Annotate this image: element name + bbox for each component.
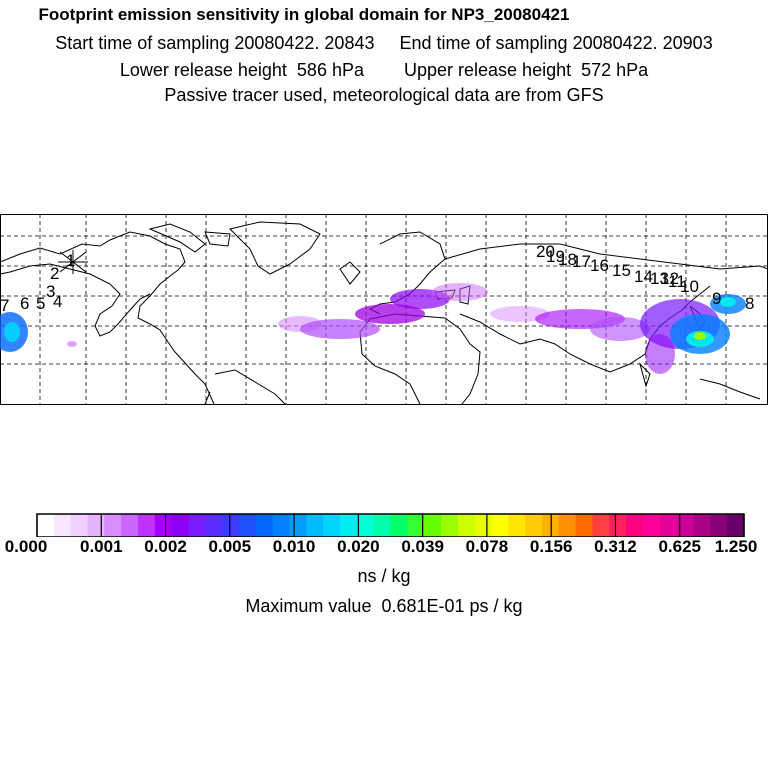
colorbar-tick: 0.002 (144, 537, 187, 556)
trajectory-label: 17 (572, 252, 591, 271)
colorbar-unit: ns / kg (357, 566, 411, 586)
colorbar-swatch (508, 514, 526, 537)
trajectory-label: 1 (66, 251, 75, 270)
trajectory-label: 15 (612, 261, 631, 280)
trajectory-label: 18 (558, 250, 577, 269)
colorbar-swatch (457, 514, 476, 537)
colorbar-tick: 0.020 (337, 537, 380, 556)
trajectory-label: 13 (650, 269, 669, 288)
trajectory-label: 16 (590, 256, 609, 275)
colorbar-swatch (407, 514, 425, 537)
colorbar-swatch (390, 514, 408, 537)
release-height-line: Lower release height 586 hPa Upper relea… (119, 60, 649, 80)
colorbar-swatch (693, 514, 711, 537)
colorbar-swatch (592, 514, 610, 537)
colorbar-swatch (491, 514, 509, 537)
colorbar-swatch (441, 514, 459, 537)
colorbar-swatch (272, 514, 290, 537)
colorbar-swatch (37, 514, 55, 537)
colorbar-swatch (239, 514, 257, 537)
colorbar-tick: 1.250 (714, 537, 758, 556)
colorbar-swatch (53, 514, 72, 537)
trajectory-label: 6 (20, 294, 29, 313)
colorbar-swatch (138, 514, 156, 537)
trajectory-label: 8 (745, 294, 754, 313)
colorbar-swatch (188, 514, 206, 537)
colorbar-swatch (356, 514, 375, 537)
trajectory-label: 3 (46, 282, 55, 301)
colorbar-swatch (222, 514, 240, 537)
colorbar-tick: 0.078 (465, 537, 509, 556)
trajectory-label: 12 (660, 269, 679, 288)
trajectory-label: 9 (712, 289, 721, 308)
colorbar-tick: 0.010 (272, 537, 316, 556)
colorbar-swatch (306, 514, 324, 537)
colorbar-swatch (87, 514, 105, 537)
release-marker-icon (58, 250, 88, 274)
colorbar-swatch (676, 514, 694, 537)
plume-blob (355, 304, 425, 324)
trajectory-label: 11 (668, 272, 686, 291)
colorbar-swatch (659, 514, 678, 537)
colorbar-swatch (121, 514, 139, 537)
plume-blob (300, 319, 380, 339)
colorbar-swatch (424, 514, 442, 537)
trajectory-label: 2 (50, 264, 59, 283)
colorbar-swatch (70, 514, 88, 537)
colorbar-tick: 0.625 (658, 537, 701, 556)
tracer-info-line: Passive tracer used, meteorological data… (164, 85, 604, 105)
colorbar-swatch (255, 514, 274, 537)
trajectory-label: 20 (536, 242, 555, 261)
trajectory-label: 14 (634, 267, 653, 286)
plume-blob (4, 322, 20, 342)
trajectory-label: 19 (546, 247, 565, 266)
figure-title: Footprint emission sensitivity in global… (38, 5, 570, 24)
trajectory-label: 10 (680, 277, 699, 296)
colorbar-swatch (575, 514, 593, 537)
colorbar-swatch (609, 514, 627, 537)
colorbar-swatch (525, 514, 543, 537)
lat-lon-grid (0, 214, 768, 405)
trajectory-label: 4 (53, 292, 62, 311)
plume-blob (694, 332, 706, 340)
colorbar-swatch (289, 514, 307, 537)
sampling-time-line: Start time of sampling 20080422. 20843 E… (55, 33, 713, 53)
colorbar-swatch (205, 514, 223, 537)
colorbar-tick: 0.312 (594, 537, 637, 556)
colorbar-tick: 0.156 (529, 537, 573, 556)
colorbar (36, 513, 745, 537)
colorbar-swatch (710, 514, 728, 537)
plume-blob (720, 297, 736, 307)
maximum-value: Maximum value 0.681E-01 ps / kg (245, 596, 523, 616)
trajectory-label: 7 (0, 296, 9, 315)
colorbar-swatch (727, 514, 745, 537)
plume-blob (490, 306, 550, 322)
colorbar-swatch (171, 514, 189, 537)
plume-blob (645, 334, 675, 374)
emission-plume (0, 283, 746, 374)
colorbar-swatch (154, 514, 173, 537)
colorbar-swatch (474, 514, 492, 537)
colorbar-swatch (643, 514, 661, 537)
colorbar-swatch (104, 514, 122, 537)
plume-blob (67, 341, 77, 347)
plume-blob (432, 283, 488, 301)
plume-blob (590, 317, 650, 341)
colorbar-swatch (323, 514, 341, 537)
colorbar-tick: 0.000 (4, 537, 48, 556)
colorbar-swatch (373, 514, 391, 537)
colorbar-tick: 0.001 (79, 537, 123, 556)
colorbar-swatch (626, 514, 644, 537)
trajectory-label: 5 (36, 294, 45, 313)
colorbar-tick: 0.005 (208, 537, 252, 556)
colorbar-swatch (340, 514, 358, 537)
colorbar-swatch (558, 514, 577, 537)
colorbar-tick: 0.039 (401, 537, 444, 556)
